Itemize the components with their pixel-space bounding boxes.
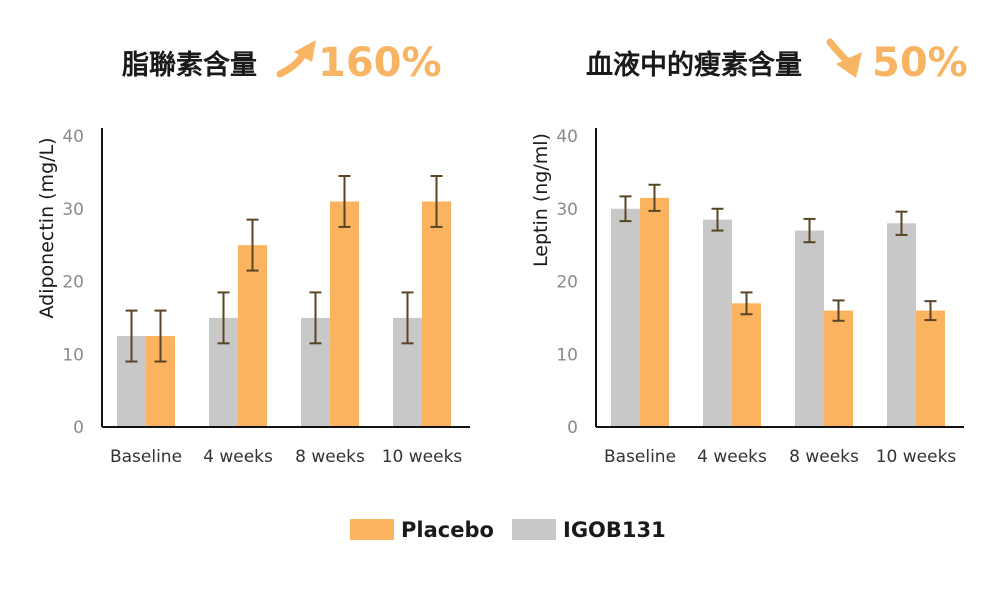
y-tick-label: 10 — [62, 345, 84, 365]
legend-label-placebo: Placebo — [401, 518, 494, 542]
y-tick-label: 30 — [556, 200, 578, 220]
y-tick-label: 40 — [62, 127, 84, 147]
bar-igob131 — [611, 208, 640, 427]
x-category-label: 8 weeks — [295, 447, 365, 467]
x-category-label: 10 weeks — [382, 447, 463, 467]
bar-igob131 — [795, 230, 824, 427]
x-category-label: 10 weeks — [876, 447, 957, 467]
legend-swatch-igob131 — [512, 519, 556, 540]
x-category-label: 4 weeks — [697, 447, 767, 467]
bar-placebo — [330, 201, 359, 427]
legend-swatch-placebo — [350, 519, 394, 540]
x-category-label: 8 weeks — [789, 447, 859, 467]
chart-title-leptin: 血液中的瘦素含量 — [586, 49, 802, 81]
y-tick-label: 30 — [62, 200, 84, 220]
y-tick-label: 40 — [556, 127, 578, 147]
y-tick-label: 20 — [556, 273, 578, 293]
arrow-up-curved-icon — [276, 40, 316, 78]
x-category-label: Baseline — [604, 447, 676, 467]
y-tick-label: 20 — [62, 273, 84, 293]
bar-placebo — [916, 310, 945, 427]
bar-igob131 — [887, 223, 916, 427]
legend-label-igob131: IGOB131 — [563, 518, 666, 542]
x-category-label: Baseline — [110, 447, 182, 467]
bar-placebo — [422, 201, 451, 427]
bar-placebo — [640, 197, 669, 427]
y-tick-label: 0 — [567, 418, 578, 438]
chart-title-adiponectin: 脂聯素含量 — [122, 49, 257, 81]
y-axis-label: Adiponectin (mg/L) — [36, 137, 58, 318]
bar-placebo — [238, 245, 267, 427]
bar-placebo — [824, 310, 853, 427]
y-tick-label: 0 — [73, 418, 84, 438]
bar-igob131 — [703, 219, 732, 427]
arrow-down-curved-icon — [826, 38, 862, 78]
x-category-label: 4 weeks — [203, 447, 273, 467]
y-tick-label: 10 — [556, 345, 578, 365]
highlight-value-leptin: 50% — [872, 40, 968, 86]
highlight-value-adiponectin: 160% — [318, 40, 442, 86]
bar-placebo — [732, 303, 761, 427]
y-axis-label: Leptin (ng/ml) — [530, 133, 552, 267]
legend: Placebo IGOB131 — [350, 518, 666, 542]
